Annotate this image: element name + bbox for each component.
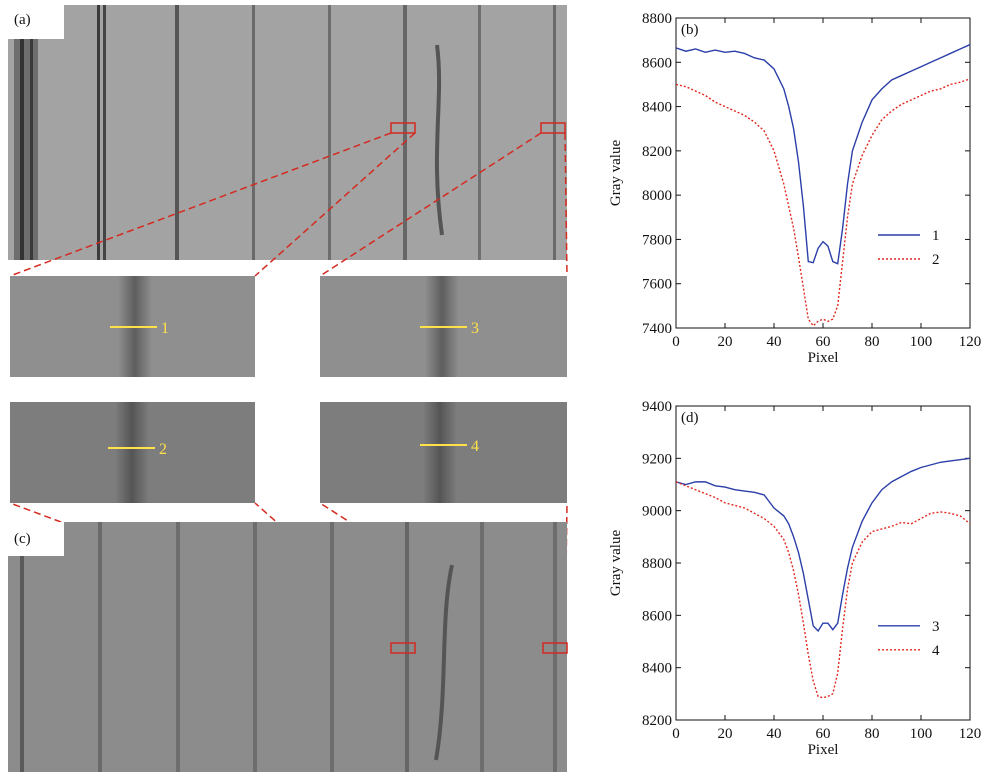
y-tick-label: 8400 (642, 100, 672, 116)
x-tick-label: 100 (910, 334, 933, 350)
y-tick-label: 9200 (642, 451, 672, 467)
y-tick-label: 8200 (642, 144, 672, 160)
y-tick-label: 8600 (642, 55, 672, 71)
panel-label: (b) (681, 22, 699, 38)
x-tick-label: 40 (767, 334, 782, 350)
x-tick-label: 120 (959, 334, 982, 350)
legend-label: 1 (932, 228, 940, 244)
y-tick-label: 8200 (642, 713, 672, 729)
data-line (675, 43, 971, 265)
plot-frame (675, 405, 971, 721)
panel-label: (d) (681, 410, 699, 426)
x-tick-label: 20 (718, 726, 733, 742)
zoom-panels: 1 3 2 4 (10, 276, 567, 503)
data-line (675, 78, 971, 327)
y-tick-label: 8000 (642, 188, 672, 204)
data-line (675, 457, 971, 633)
y-tick-label: 9000 (642, 504, 672, 520)
y-axis-label: Gray value (608, 140, 624, 207)
image-c: (c) (8, 522, 568, 772)
x-tick-label: 60 (816, 726, 831, 742)
panel-label: (c) (14, 531, 31, 547)
x-tick-label: 120 (959, 726, 982, 742)
x-axis-label: Pixel (808, 350, 839, 366)
legend-label: 4 (932, 643, 940, 659)
data-line (675, 481, 971, 699)
line-label: 4 (471, 438, 479, 455)
x-tick-label: 0 (672, 726, 680, 742)
y-tick-label: 8600 (642, 608, 672, 624)
y-tick-label: 8800 (642, 556, 672, 572)
line-label: 2 (159, 441, 167, 458)
y-tick-label: 8800 (642, 11, 672, 27)
x-tick-label: 60 (816, 334, 831, 350)
y-tick-label: 7800 (642, 232, 672, 248)
legend-label: 2 (932, 252, 940, 268)
image-a: (a) (8, 5, 567, 260)
line-label: 1 (161, 320, 169, 337)
x-tick-label: 40 (767, 726, 782, 742)
panel-label: (a) (14, 12, 31, 28)
x-tick-label: 80 (865, 334, 880, 350)
legend-label: 3 (932, 619, 940, 635)
y-tick-label: 9400 (642, 399, 672, 415)
y-tick-label: 7600 (642, 277, 672, 293)
x-tick-label: 80 (865, 726, 880, 742)
y-tick-label: 7400 (642, 321, 672, 337)
x-tick-label: 20 (718, 334, 733, 350)
x-axis-label: Pixel (808, 742, 839, 758)
x-tick-label: 100 (910, 726, 933, 742)
line-label: 3 (471, 320, 479, 337)
y-tick-label: 8400 (642, 661, 672, 677)
x-tick-label: 0 (672, 334, 680, 350)
y-axis-label: Gray value (608, 530, 624, 597)
